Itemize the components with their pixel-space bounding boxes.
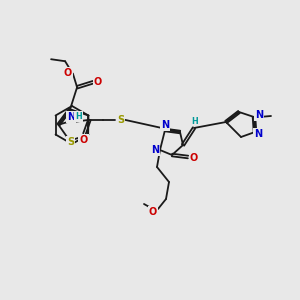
Text: O: O bbox=[94, 77, 102, 87]
Text: N: N bbox=[255, 110, 263, 120]
Text: S: S bbox=[67, 136, 74, 147]
Text: N: N bbox=[68, 112, 76, 122]
Text: H: H bbox=[75, 112, 82, 121]
Text: N: N bbox=[151, 145, 159, 155]
Text: N: N bbox=[161, 120, 169, 130]
Text: S: S bbox=[117, 115, 124, 125]
Text: H: H bbox=[192, 116, 198, 125]
Text: O: O bbox=[79, 135, 88, 145]
Text: O: O bbox=[64, 68, 72, 78]
Text: O: O bbox=[190, 153, 198, 163]
Text: O: O bbox=[149, 207, 157, 217]
Text: N: N bbox=[254, 129, 262, 139]
